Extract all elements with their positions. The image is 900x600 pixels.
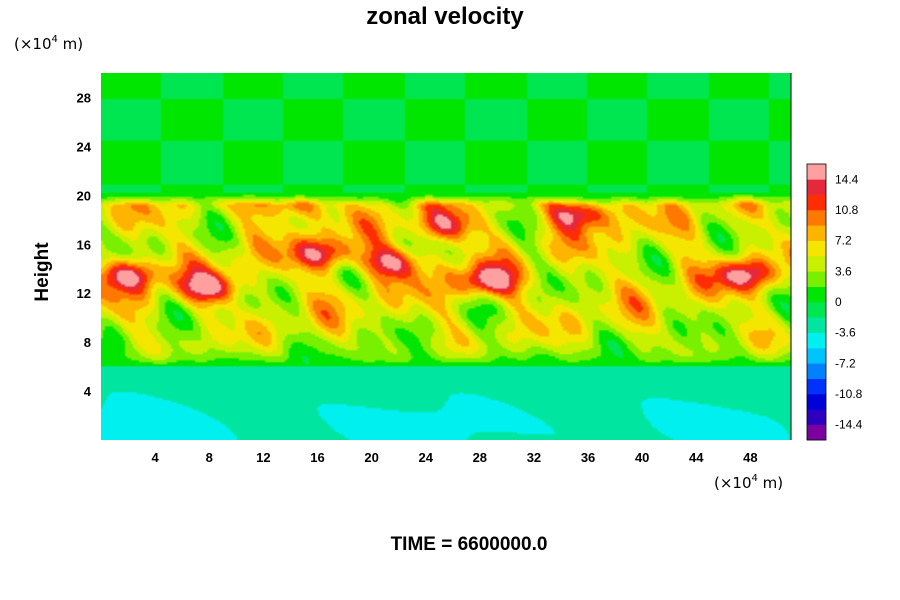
velocity-field (101, 73, 791, 440)
colorbar-level (807, 194, 826, 211)
colorbar-level (807, 317, 826, 333)
colorbar-level (807, 210, 826, 226)
x-tick-label: 44 (689, 450, 704, 465)
x-tick-label: 16 (310, 450, 324, 465)
time-label: TIME = 6600000.0 (391, 534, 548, 555)
colorbar-level (807, 256, 826, 272)
x-tick-label: 4 (152, 450, 160, 465)
y-tick-label: 24 (77, 139, 92, 154)
x-axis-ticks: 4 8 12 16 20 24 28 32 36 40 44 48 (152, 450, 758, 465)
y-tick-label: 12 (77, 286, 91, 301)
colorbar-label: 10.8 (835, 203, 859, 217)
colorbar-level (807, 409, 826, 425)
x-tick-label: 12 (256, 450, 270, 465)
colorbar-level (807, 332, 826, 349)
x-axis-unit: (×104 m) (714, 473, 783, 492)
colorbar-level (807, 348, 826, 364)
plot-area (101, 73, 792, 440)
colorbar-label: -7.2 (835, 356, 856, 370)
colorbar-label: 3.6 (835, 264, 852, 278)
colorbar-level (807, 363, 826, 379)
colorbar-label: 14.4 (835, 172, 859, 186)
colorbar-label: -10.8 (835, 387, 863, 401)
colorbar-level (807, 286, 826, 303)
colorbar-level (807, 302, 826, 318)
x-tick-label: 48 (743, 450, 757, 465)
x-tick-label: 36 (581, 450, 595, 465)
colorbar: 14.4 10.8 7.2 3.6 0 -3.6 -7.2 -10.8 -14.4 (806, 163, 863, 441)
colorbar-level (807, 424, 826, 441)
y-tick-label: 28 (77, 90, 91, 105)
y-axis-ticks: 4 8 12 16 20 24 28 (77, 90, 92, 399)
x-tick-label: 28 (473, 450, 487, 465)
y-tick-label: 20 (77, 188, 91, 203)
colorbar-frame (806, 163, 827, 441)
chart-title: zonal velocity (366, 3, 524, 30)
colorbar-level (807, 179, 826, 195)
colorbar-level (807, 394, 826, 410)
colorbar-level (807, 271, 826, 287)
x-tick-label: 40 (635, 450, 649, 465)
colorbar-level (807, 225, 826, 241)
colorbar-level (807, 378, 826, 395)
y-tick-label: 8 (84, 335, 91, 350)
y-axis-label: Height (32, 242, 53, 302)
x-tick-label: 32 (527, 450, 541, 465)
y-tick-label: 4 (84, 384, 92, 399)
colorbar-label: 7.2 (835, 234, 852, 248)
y-tick-label: 16 (77, 237, 91, 252)
x-tick-label: 8 (206, 450, 213, 465)
x-tick-label: 24 (418, 450, 433, 465)
colorbar-level (807, 164, 826, 180)
x-tick-label: 20 (364, 450, 378, 465)
y-axis-unit: (×104 m) (14, 34, 83, 53)
colorbar-label: -14.4 (835, 418, 863, 432)
colorbar-level (807, 240, 826, 257)
colorbar-label: 0 (835, 295, 842, 309)
colorbar-label: -3.6 (835, 326, 856, 340)
